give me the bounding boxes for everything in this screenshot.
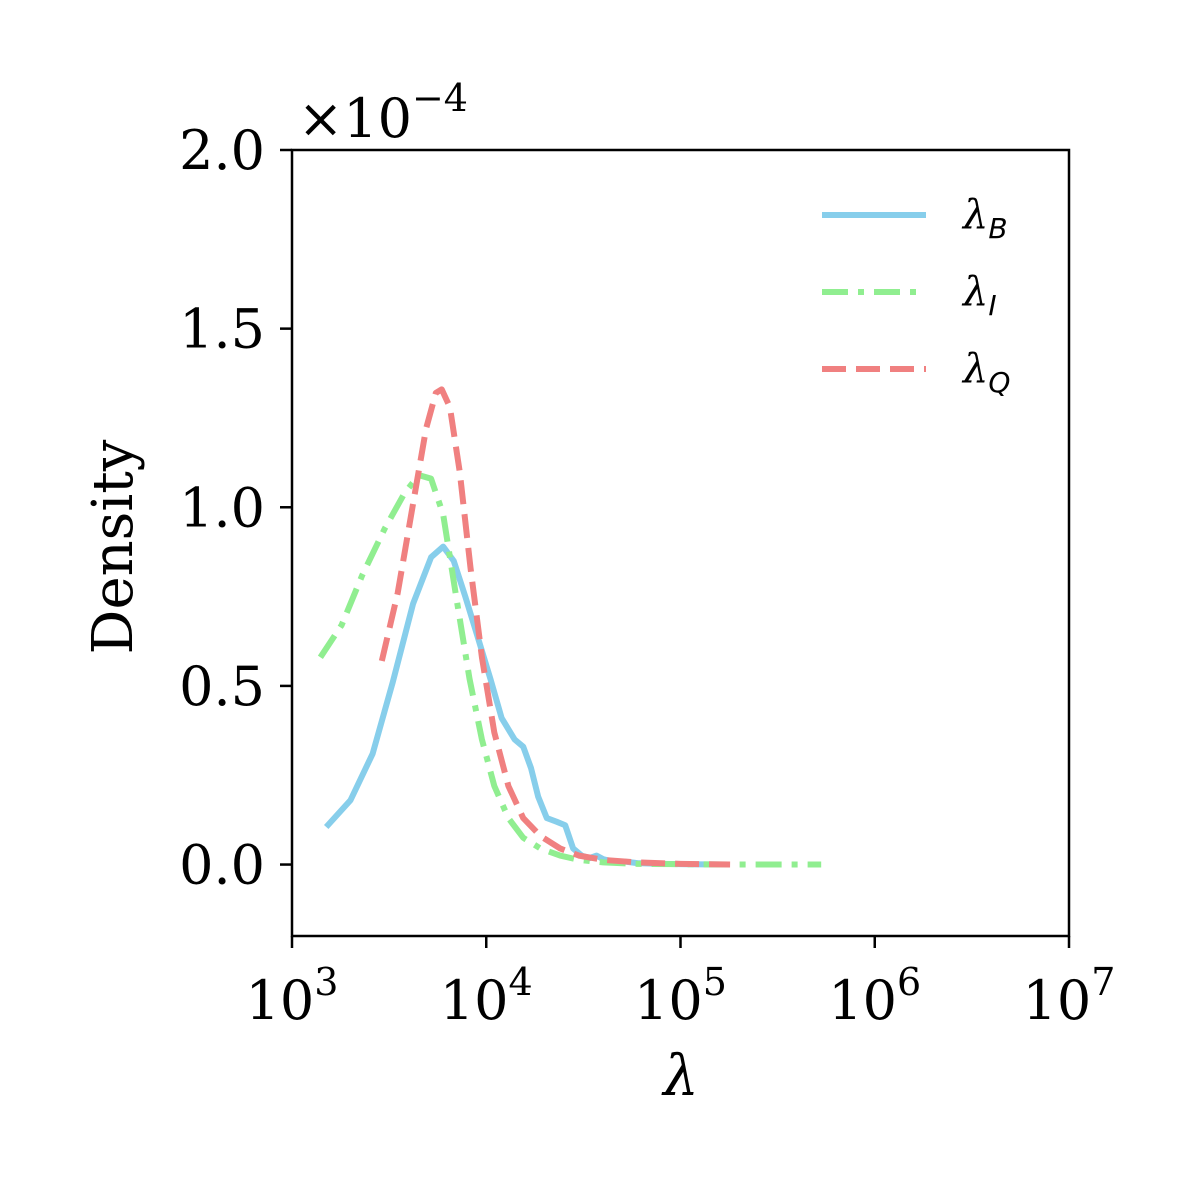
x-tick-label: 105 — [634, 960, 727, 1032]
x-tick-base: 10 — [634, 969, 703, 1032]
y-offset-base: ×10 — [298, 87, 412, 150]
x-tick-base: 10 — [440, 969, 509, 1032]
legend-subscript: Q — [988, 366, 1010, 399]
legend-label-i: λI — [961, 269, 997, 322]
y-offset-text: ×10−4 — [298, 76, 468, 150]
x-tick-exponent: 4 — [509, 960, 533, 1004]
y-axis: 0.0 0.5 1.0 1.5 2.0 — [179, 119, 292, 897]
x-tick-exponent: 6 — [897, 960, 921, 1004]
legend-label-q: λQ — [961, 346, 1010, 399]
legend-subscript: B — [988, 212, 1007, 245]
x-tick-base: 10 — [828, 969, 897, 1032]
y-tick-label: 1.0 — [179, 476, 265, 539]
x-tick-base: 10 — [246, 969, 315, 1032]
y-tick-label: 0.0 — [179, 834, 265, 897]
y-offset-exponent: −4 — [412, 76, 468, 120]
x-tick-label: 103 — [246, 960, 339, 1032]
x-tick-exponent: 3 — [314, 960, 338, 1004]
legend-symbol: λ — [961, 269, 988, 315]
x-tick-label: 104 — [440, 960, 533, 1032]
legend-symbol: λ — [961, 346, 988, 392]
legend-subscript: I — [988, 289, 996, 322]
y-tick-label: 0.5 — [179, 655, 265, 718]
x-tick-exponent: 5 — [703, 960, 727, 1004]
x-axis: 103 104 105 106 107 — [246, 936, 1116, 1032]
y-tick-label: 2.0 — [179, 119, 265, 182]
x-axis-label: λ — [661, 1044, 699, 1109]
x-tick-label: 106 — [828, 960, 921, 1032]
x-tick-base: 10 — [1023, 969, 1092, 1032]
y-axis-label: Density — [81, 439, 146, 654]
legend-label-b: λB — [961, 192, 1008, 245]
x-tick-exponent: 7 — [1091, 960, 1115, 1004]
x-tick-label: 107 — [1023, 960, 1116, 1032]
legend-symbol: λ — [961, 192, 988, 238]
y-tick-label: 1.5 — [179, 298, 265, 361]
series-line-q — [378, 386, 731, 868]
series-lines — [317, 386, 822, 868]
